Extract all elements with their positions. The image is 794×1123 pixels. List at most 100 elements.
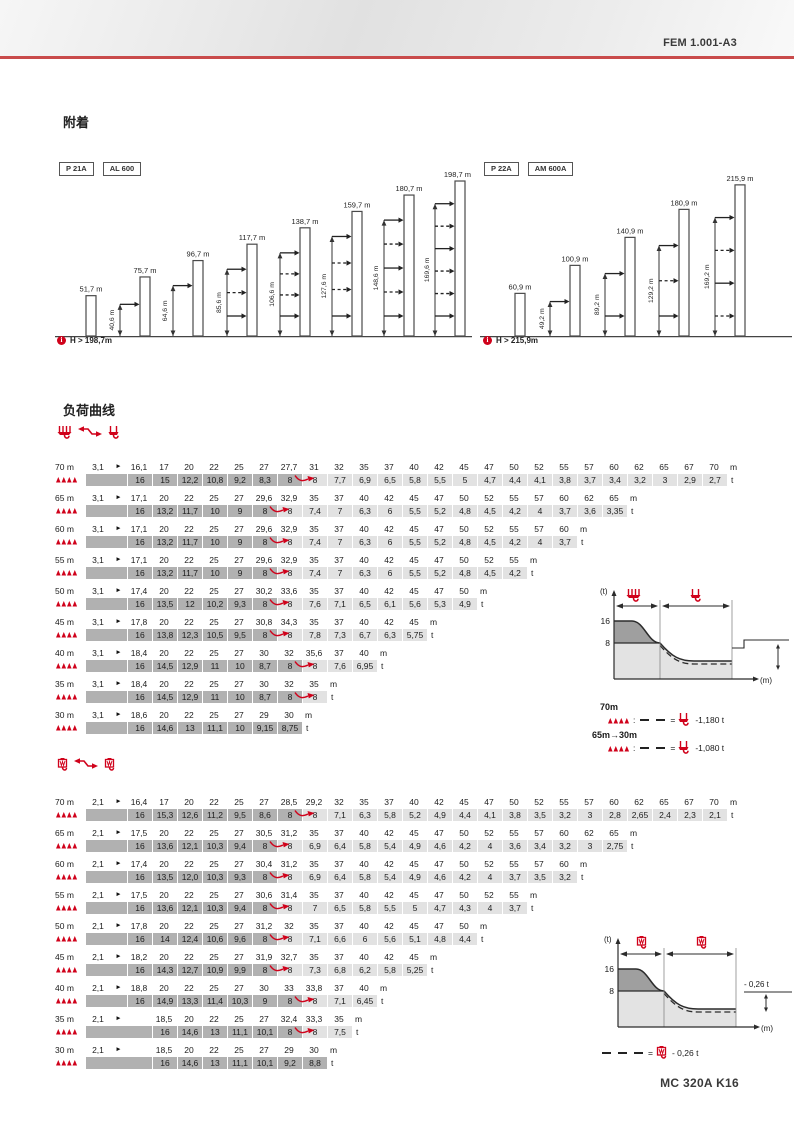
diagram1-note-text: H > 198,7m [70,336,113,345]
radius-unit: m [530,889,538,900]
load-cell: 16 [128,932,152,945]
radius-cell: 22 [184,616,194,627]
load-cell: 10,6 [203,932,227,945]
dash-sample [640,747,650,749]
radius-cell: 57 [534,858,544,869]
load-cell: 13,2 [153,535,177,548]
load-cell: 6,9 [353,473,377,486]
load-cell: 16 [128,504,152,517]
capacity-row-block: 60 m 2,1 ► 17,4 20 22 25 27 30,4 31,2 35 37 40 42 45 47… [55,857,767,883]
radius-cell: 62 [584,492,594,503]
tower-height-label: 180,7 m [395,184,422,193]
load-line: 16 13,5 12,0 10,3 9,3 8 8 6,9 6,4 5,8 5,4 4,9 4,6 4,2… [55,870,767,883]
load-cell: 6,2 [353,963,377,976]
load-cell: 4,5 [478,566,502,579]
radius-cell: 17,1 [130,523,148,534]
radius-line: 30 m 2,1 ► 18,5 20 22 25 27 29 30 m [55,1043,767,1056]
min-radius-pointer-icon: ► [115,921,122,929]
load-line: 16 14,6 13 11,1 10,1 8 8 7,5 t [55,1025,767,1038]
reeving-change-arrow-icon [78,426,102,437]
load-cell: 13,2 [153,504,177,517]
load-cell: 14,3 [153,963,177,976]
load-cell: 7,4 [303,566,327,579]
radius-cell: 25 [209,709,219,720]
radius-cell: 47 [434,827,444,838]
radius-cell: 40 [359,492,369,503]
load-cell: 12,9 [178,690,202,703]
lead-bar [86,901,127,914]
load-unit: t [631,505,634,516]
load-cell: 8,3 [253,473,277,486]
capacity-step-arrow-icon [294,474,316,483]
radius-cell: 67 [684,461,694,472]
radius-cell: 50 [459,889,469,900]
radius-unit: m [305,709,313,720]
capacity-row-block: 50 m 2,1 ► 17,8 20 22 25 27 31,2 32 35 37 40 42 45 47 50… [55,919,767,945]
load-cell: 7,6 [303,597,327,610]
tower: 159,7 m 127,6 m [321,200,371,337]
radius-line: 60 m 3,1 ► 17,1 20 22 25 27 29,6 32,9 35 37 40 42 45 47… [55,522,767,535]
anchorage-icon [56,842,86,849]
row-height-label: 40 m [55,982,74,993]
radius-cell: 27 [234,827,244,838]
radius-cell: 35 [359,796,369,807]
load-cell: 3 [578,839,602,852]
attachment-section-title: 附着 [63,115,90,130]
load-cell: 6,3 [353,504,377,517]
load-cell: 7,7 [328,473,352,486]
load-cell: 11,4 [203,994,227,1007]
load-cell: 6,5 [378,473,402,486]
anchorage-icon [56,1059,86,1066]
load-cell: 15,3 [153,808,177,821]
load-cell: 5,75 [403,628,427,641]
capacity-row-block: 40 m 3,1 ► 18,4 20 22 25 27 30 32 35,6 37 40 m 16 14,5 1… [55,646,767,672]
radius-line: 45 m 2,1 ► 18,2 20 22 25 27 31,9 32,7 35 37 40 42 45 m [55,950,767,963]
anchorage-icon [56,600,86,607]
capacity-row-block: 55 m 3,1 ► 17,1 20 22 25 27 29,6 32,9 35 37 40 42 45 47… [55,553,767,579]
radius-cell: 40 [359,951,369,962]
radius-cell: 40 [359,554,369,565]
load-cell: 6,9 [303,839,327,852]
load-cell: 8,7 [253,690,277,703]
radius-cell: 37 [334,647,344,658]
capacity-step-arrow-icon [269,964,291,973]
load-unit: t [581,871,584,882]
radius-cell: 35 [309,585,319,596]
load-unit: t [581,536,584,547]
radius-cell: 20 [159,709,169,720]
radius-cell: 45 [459,461,469,472]
load-unit: t [631,840,634,851]
y-tick-8: 8 [609,986,614,996]
load-cell: 5,6 [378,932,402,945]
anchor-height-label: 169,6 m [424,257,431,282]
load-curve-chart-2: (t) 16 8 - 0,26 t (m) = - 0,26 t [596,930,794,1060]
radius-cell: 27 [234,709,244,720]
y-tick-16: 16 [601,616,611,626]
radius-cell: 27 [259,1044,269,1055]
load-unit: t [331,691,334,702]
four-fall-hook-icon [626,589,641,602]
load-curve-graph: (t) 16 8 - 0,26 t (m) [604,935,792,1033]
load-cell: 10 [228,721,252,734]
capacity-row-block: 50 m 3,1 ► 17,4 20 22 25 27 30,2 33,6 35 37 40 42 45 47… [55,584,767,610]
lead-bar [86,808,127,821]
load-cell: 16 [128,566,152,579]
anchor-height-label: 127,6 m [321,274,328,299]
radius-unit: m [380,982,388,993]
radius-cell: 25 [234,1013,244,1024]
radius-cell: 27 [234,616,244,627]
radius-cell: 29,6 [255,554,273,565]
anchorage-icon-cell [55,538,86,545]
load-cell: 4,2 [453,839,477,852]
radius-cell: 42 [384,858,394,869]
radius-cell: 70 [709,461,719,472]
load-cell: 4,1 [478,808,502,821]
row-height-label: 70 m [55,461,74,472]
min-radius-pointer-icon: ► [115,710,122,718]
radius-cell: 60 [559,492,569,503]
load-cell: 5,4 [378,839,402,852]
tower-height-label: 159,7 m [343,200,370,209]
load-unit: t [431,629,434,640]
four-fall-hook-icon [57,426,72,440]
